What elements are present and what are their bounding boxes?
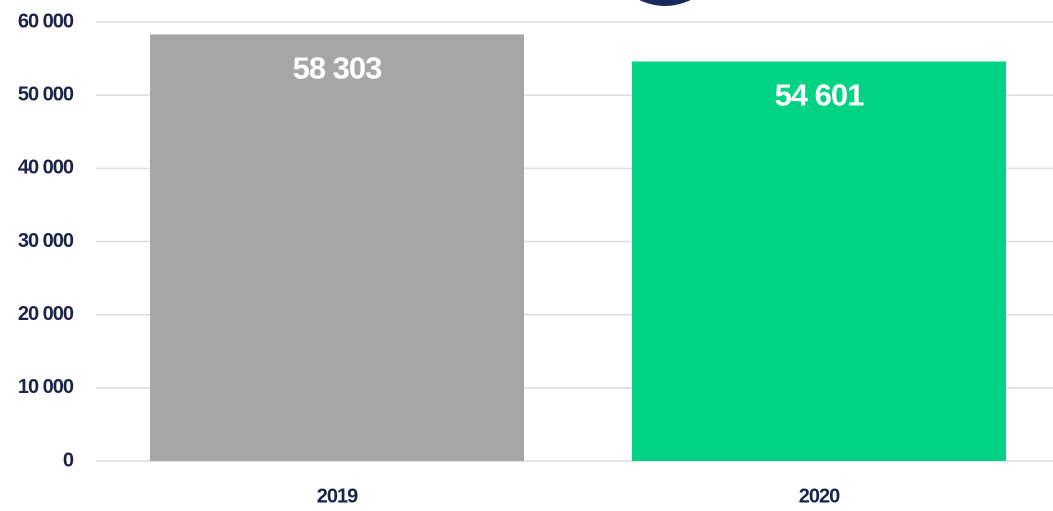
bar (632, 61, 1006, 461)
y-tick-label: 10 000 (18, 376, 74, 398)
y-tick-label: 20 000 (18, 303, 74, 325)
y-tick-label: 60 000 (18, 10, 74, 32)
bar (150, 34, 524, 461)
y-tick-label: 50 000 (18, 83, 74, 105)
x-tick-label: 2020 (799, 485, 840, 507)
value-label: 58 303 (293, 51, 383, 86)
y-tick-label: 40 000 (18, 157, 74, 179)
badge-decoration (631, 0, 699, 10)
value-label: 54 601 (775, 78, 865, 113)
y-tick-label: 30 000 (18, 230, 74, 252)
x-tick-label: 2019 (317, 485, 358, 507)
y-tick-label: 0 (63, 449, 74, 471)
